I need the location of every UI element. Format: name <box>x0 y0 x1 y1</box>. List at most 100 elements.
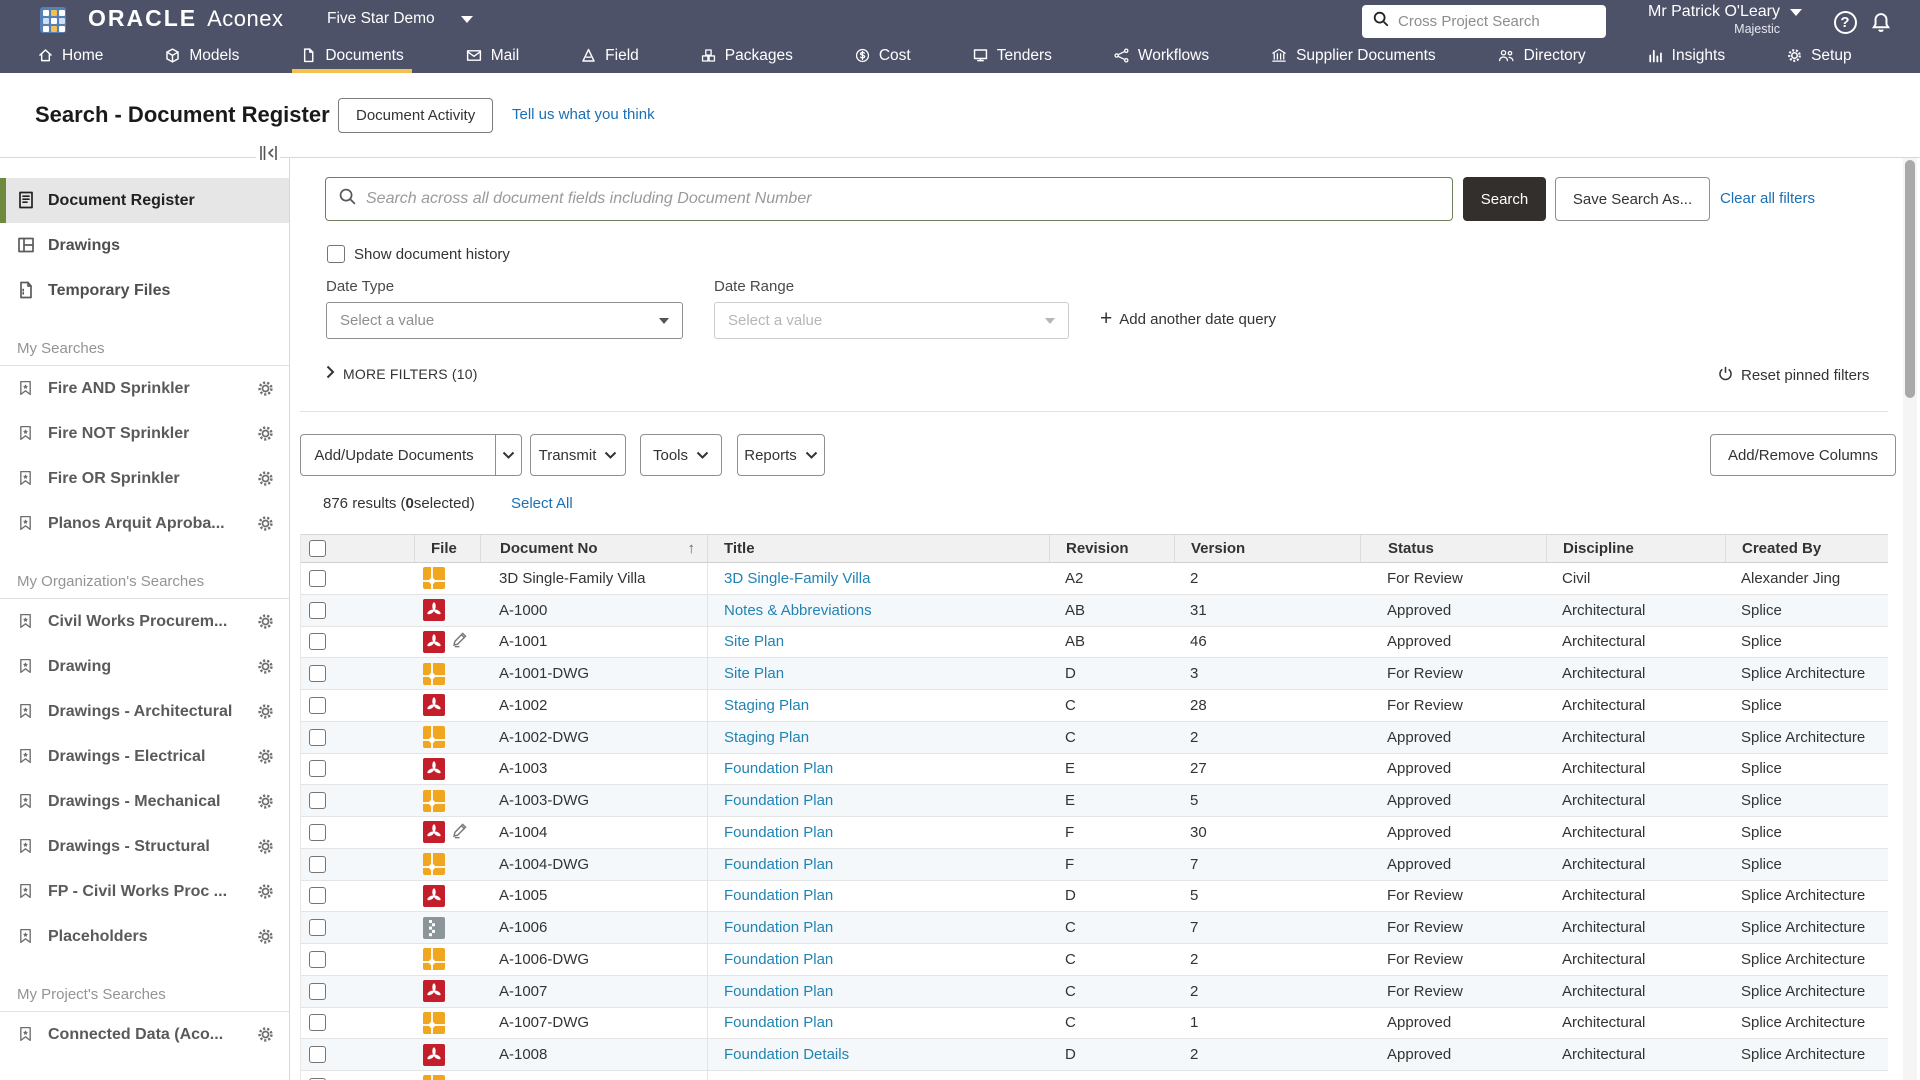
collapse-sidebar-icon[interactable] <box>256 143 280 163</box>
notifications-bell-icon[interactable] <box>1868 9 1894 35</box>
column-header-status[interactable]: Status <box>1360 535 1546 562</box>
date-type-select[interactable]: Select a value <box>326 302 683 339</box>
row-checkbox[interactable] <box>309 1046 326 1064</box>
row-checkbox[interactable] <box>309 1014 326 1032</box>
table-row[interactable]: A-1002-DWG Staging Plan C 2 Approved Arc… <box>301 721 1888 754</box>
nav-item-tenders[interactable]: Tenders <box>970 38 1054 73</box>
sidebar-item-document-register[interactable]: Document Register <box>0 178 289 223</box>
saved-search-placeholders[interactable]: Placeholders <box>0 914 289 959</box>
table-row[interactable]: A-1007 Foundation Plan C 2 For Review Ar… <box>301 975 1888 1008</box>
saved-search-drawings-electrical[interactable]: Drawings - Electrical <box>0 734 289 779</box>
column-header-file[interactable]: File <box>414 535 480 562</box>
vertical-scrollbar[interactable] <box>1903 158 1917 1080</box>
document-title-link[interactable]: Foundation Details <box>724 1046 850 1064</box>
nav-item-directory[interactable]: Directory <box>1495 38 1588 73</box>
app-grid-icon[interactable] <box>40 7 66 33</box>
saved-search-fire-or-sprinkler[interactable]: Fire OR Sprinkler <box>0 456 289 501</box>
nav-item-field[interactable]: Field <box>578 38 641 73</box>
gear-icon[interactable] <box>256 424 275 448</box>
table-row[interactable]: A-1006 Foundation Plan C 7 For Review Ar… <box>301 912 1888 944</box>
table-row[interactable]: A-1001 Site Plan AB 46 Approved Architec… <box>301 626 1888 659</box>
nav-item-cost[interactable]: Cost <box>852 38 913 73</box>
row-checkbox[interactable] <box>309 728 326 746</box>
gear-icon[interactable] <box>256 837 275 861</box>
sidebar-item-temporary-files[interactable]: Temporary Files <box>0 268 289 313</box>
document-title-link[interactable]: Foundation Plan <box>724 950 834 968</box>
gear-icon[interactable] <box>256 612 275 636</box>
reports-button[interactable]: Reports <box>737 434 825 476</box>
gear-icon[interactable] <box>256 702 275 726</box>
sort-ascending-icon[interactable]: ↑ <box>687 540 696 557</box>
gear-icon[interactable] <box>256 469 275 493</box>
row-checkbox[interactable] <box>309 569 326 587</box>
table-row[interactable]: A-1008 Foundation Details D 2 Approved A… <box>301 1039 1888 1071</box>
row-checkbox[interactable] <box>309 855 326 873</box>
gear-icon[interactable] <box>256 379 275 403</box>
project-selector[interactable]: Five Star Demo <box>327 10 473 28</box>
row-checkbox[interactable] <box>309 760 326 778</box>
chevron-down-icon[interactable] <box>495 435 521 475</box>
select-all-checkbox[interactable] <box>301 535 347 562</box>
table-row[interactable]: A-1003 Foundation Plan E 27 Approved Arc… <box>301 753 1888 786</box>
saved-search-civil-works-procurem[interactable]: Civil Works Procurem... <box>0 599 289 644</box>
clear-all-filters-link[interactable]: Clear all filters <box>1720 190 1816 207</box>
column-header-document-no[interactable]: Document No ↑ <box>480 535 707 562</box>
saved-search-connected-data-aco[interactable]: Connected Data (Aco... <box>0 1012 289 1057</box>
add-another-date-query[interactable]: + Add another date query <box>1100 307 1277 330</box>
nav-item-workflows[interactable]: Workflows <box>1111 38 1211 73</box>
column-header-title[interactable]: Title <box>707 535 1049 562</box>
table-row[interactable]: 3D Single-Family Villa 3D Single-Family … <box>301 563 1888 595</box>
document-title-link[interactable]: Site Plan <box>724 665 785 683</box>
column-header-created-by[interactable]: Created By <box>1725 535 1888 562</box>
add-remove-columns-button[interactable]: Add/Remove Columns <box>1710 434 1896 476</box>
row-checkbox[interactable] <box>309 633 326 651</box>
add-update-documents-button[interactable]: Add/Update Documents <box>300 434 522 476</box>
table-row[interactable]: A-1005 Foundation Plan D 5 For Review Ar… <box>301 880 1888 913</box>
saved-search-planos-arquit-aproba[interactable]: Planos Arquit Aproba... <box>0 501 289 546</box>
gear-icon[interactable] <box>256 657 275 681</box>
gear-icon[interactable] <box>256 927 275 951</box>
reset-pinned-filters[interactable]: Reset pinned filters <box>1717 365 1869 386</box>
nav-item-models[interactable]: Models <box>162 38 241 73</box>
gear-icon[interactable] <box>256 747 275 771</box>
saved-search-fp-civil-works-proc[interactable]: FP - Civil Works Proc ... <box>0 869 289 914</box>
table-row[interactable]: A-1003-DWG Foundation Plan E 5 Approved … <box>301 785 1888 817</box>
checkbox[interactable] <box>327 245 345 263</box>
row-checkbox[interactable] <box>309 665 326 683</box>
saved-search-drawings-architectural[interactable]: Drawings - Architectural <box>0 689 289 734</box>
date-range-select[interactable]: Select a value <box>714 302 1069 339</box>
table-row[interactable]: A-1004 Foundation Plan F 30 Approved Arc… <box>301 817 1888 849</box>
saved-search-fire-not-sprinkler[interactable]: Fire NOT Sprinkler <box>0 411 289 456</box>
document-search-input[interactable] <box>366 190 1440 208</box>
row-checkbox[interactable] <box>309 823 326 841</box>
save-search-as-button[interactable]: Save Search As... <box>1555 177 1710 221</box>
table-row[interactable]: A-1006-DWG Foundation Plan C 2 For Revie… <box>301 944 1888 976</box>
gear-icon[interactable] <box>256 1025 275 1049</box>
document-search-box[interactable] <box>325 177 1453 221</box>
scrollbar-thumb[interactable] <box>1905 160 1915 398</box>
saved-search-drawing[interactable]: Drawing <box>0 644 289 689</box>
transmit-button[interactable]: Transmit <box>530 434 626 476</box>
gear-icon[interactable] <box>256 792 275 816</box>
user-menu[interactable]: Mr Patrick O'Leary Majestic <box>1628 3 1802 36</box>
nav-item-supplier-documents[interactable]: Supplier Documents <box>1268 38 1438 73</box>
document-title-link[interactable]: Site Plan <box>724 633 785 651</box>
feedback-link[interactable]: Tell us what you think <box>512 106 655 123</box>
document-title-link[interactable]: Foundation Plan <box>724 919 834 937</box>
table-row[interactable]: A-1002 Staging Plan C 28 For Review Arch… <box>301 690 1888 722</box>
nav-item-setup[interactable]: Setup <box>1784 38 1854 73</box>
nav-item-insights[interactable]: Insights <box>1645 38 1727 73</box>
saved-search-drawings-mechanical[interactable]: Drawings - Mechanical <box>0 779 289 824</box>
document-title-link[interactable]: Foundation Plan <box>724 760 834 778</box>
nav-item-mail[interactable]: Mail <box>463 38 521 73</box>
saved-search-drawings-structural[interactable]: Drawings - Structural <box>0 824 289 869</box>
nav-item-home[interactable]: Home <box>35 38 105 73</box>
row-checkbox[interactable] <box>309 1077 326 1080</box>
saved-search-fire-and-sprinkler[interactable]: Fire AND Sprinkler <box>0 366 289 411</box>
document-title-link[interactable]: 3D Single-Family Villa <box>724 569 871 587</box>
table-row[interactable]: A-1007-DWG Foundation Plan C 1 Approved … <box>301 1007 1888 1040</box>
sidebar-item-drawings[interactable]: Drawings <box>0 223 289 268</box>
table-row[interactable]: A-1004-DWG Foundation Plan F 7 Approved … <box>301 848 1888 881</box>
gear-icon[interactable] <box>256 514 275 538</box>
select-all-link[interactable]: Select All <box>511 495 573 512</box>
